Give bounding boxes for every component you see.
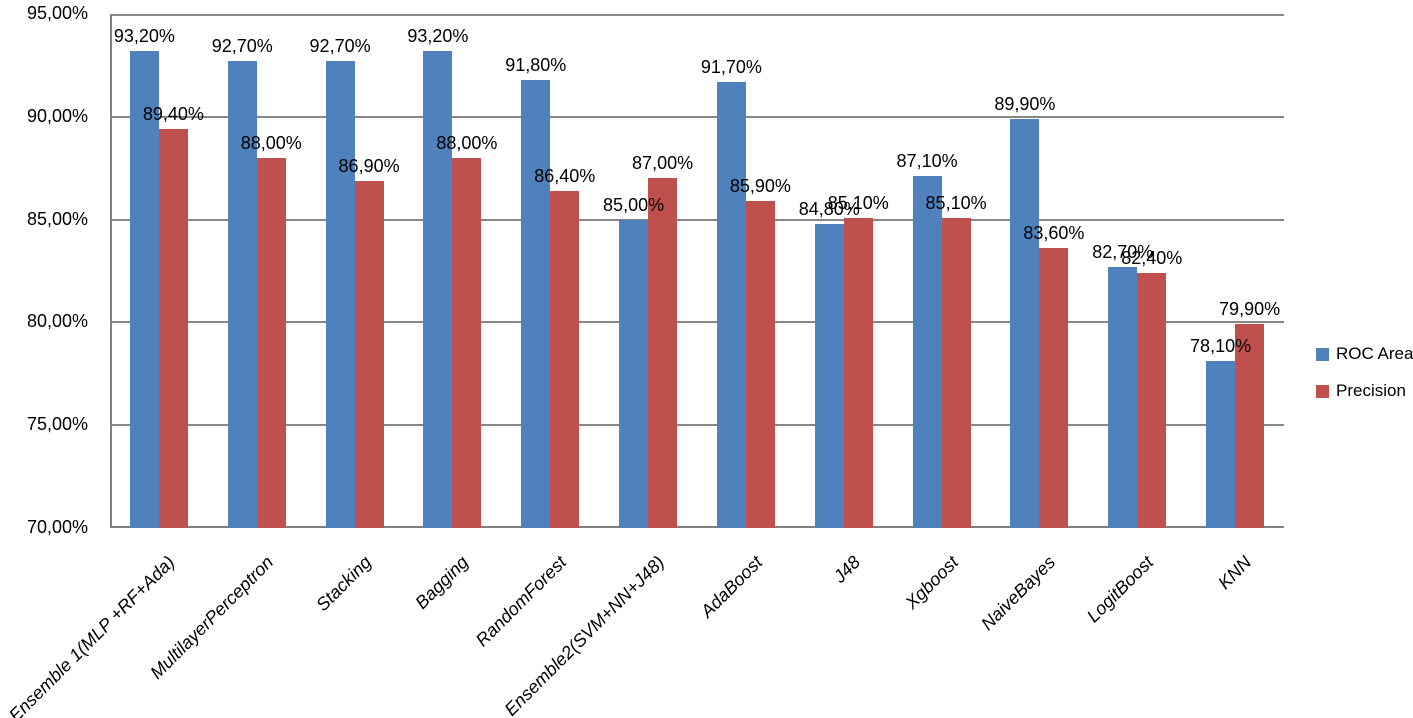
bar-roc-area-bagging — [423, 51, 453, 528]
legend-swatch-icon-precision — [1316, 384, 1329, 398]
value-label-precision-j48: 85,10% — [827, 192, 889, 213]
value-label-roc-area-ensemble2-svm-nn-j48: 85,00% — [603, 194, 665, 215]
gridline-80 — [110, 321, 1284, 324]
value-label-roc-area-ensemble-1-mlp-rf-ada: 93,20% — [113, 26, 175, 46]
bar-roc-area-randomforest — [521, 79, 551, 528]
value-label-precision-randomforest: 86,40% — [534, 165, 596, 186]
bar-precision-adaboost — [745, 201, 775, 528]
value-label-precision-multilayerperceptron: 88,00% — [240, 132, 302, 153]
value-label-roc-area-randomforest: 91,80% — [505, 54, 567, 75]
category-label-ensemble-1-mlp-rf-ada: Ensemble 1(MLP +RF+Ada) — [5, 552, 180, 718]
legend-item-precision: Precision — [1316, 381, 1413, 401]
category-label-adaboost: AdaBoost — [696, 552, 767, 622]
value-label-roc-area-j48: 84,80% — [798, 198, 860, 219]
legend-swatch-icon-roc-area — [1316, 347, 1329, 361]
category-label-logitboost: LogitBoost — [1083, 552, 1158, 627]
gridline-85 — [110, 218, 1284, 221]
y-tick-label: 85,00% — [26, 208, 88, 229]
bar-roc-area-ensemble2-svm-nn-j48 — [619, 219, 649, 528]
bar-precision-logitboost — [1137, 273, 1167, 528]
y-tick-label: 80,00% — [26, 311, 88, 332]
value-label-precision-naivebayes: 83,60% — [1023, 223, 1085, 244]
gridline-90 — [110, 115, 1284, 118]
bar-roc-area-multilayerperceptron — [227, 61, 257, 528]
bar-roc-area-stacking — [325, 61, 355, 528]
value-label-roc-area-logitboost: 82,70% — [1092, 241, 1154, 262]
bar-precision-stacking — [354, 180, 384, 528]
category-label-randomforest: RandomForest — [472, 552, 571, 651]
bar-roc-area-adaboost — [716, 81, 746, 528]
bar-roc-area-knn — [1206, 361, 1236, 528]
bar-precision-j48 — [843, 217, 873, 528]
value-label-roc-area-stacking: 92,70% — [309, 36, 371, 57]
category-label-ensemble2-svm-nn-j48: Ensemble2(SVM+NN+J48) — [500, 552, 669, 718]
category-label-stacking: Stacking — [311, 552, 375, 615]
bar-roc-area-xgboost — [912, 176, 942, 528]
y-tick-label: 95,00% — [26, 3, 88, 23]
value-label-precision-ensemble-1-mlp-rf-ada: 89,40% — [142, 104, 204, 125]
value-label-precision-stacking: 86,90% — [338, 155, 400, 176]
category-label-naivebayes: NaiveBayes — [977, 552, 1060, 635]
value-label-roc-area-multilayerperceptron: 92,70% — [211, 36, 273, 57]
bar-roc-area-logitboost — [1108, 266, 1138, 528]
value-label-precision-xgboost: 85,10% — [925, 192, 987, 213]
bar-precision-ensemble2-svm-nn-j48 — [648, 178, 678, 528]
value-label-precision-bagging: 88,00% — [436, 132, 498, 153]
bar-precision-multilayerperceptron — [256, 157, 286, 528]
value-label-precision-ensemble2-svm-nn-j48: 87,00% — [632, 153, 694, 174]
bar-precision-xgboost — [941, 217, 971, 528]
bar-precision-bagging — [452, 157, 482, 528]
y-tick-label: 90,00% — [26, 105, 88, 126]
value-label-precision-knn: 79,90% — [1219, 299, 1281, 320]
category-label-knn: KNN — [1214, 552, 1256, 594]
bar-precision-knn — [1235, 324, 1265, 528]
bar-precision-naivebayes — [1039, 248, 1069, 528]
category-label-bagging: Bagging — [411, 552, 473, 613]
value-label-roc-area-bagging: 93,20% — [407, 26, 469, 46]
bar-precision-randomforest — [550, 190, 580, 528]
bar-roc-area-ensemble-1-mlp-rf-ada — [129, 51, 159, 528]
value-label-roc-area-adaboost: 91,70% — [700, 56, 762, 77]
category-label-xgboost: Xgboost — [900, 552, 962, 613]
value-label-roc-area-knn: 78,10% — [1190, 336, 1252, 357]
bar-roc-area-j48 — [814, 223, 844, 528]
legend-item-roc-area: ROC Area — [1316, 344, 1413, 364]
bar-roc-area-naivebayes — [1010, 118, 1040, 528]
legend-label: ROC Area — [1336, 344, 1413, 363]
legend-label: Precision — [1336, 381, 1406, 400]
value-label-roc-area-xgboost: 87,10% — [896, 151, 958, 172]
plot-area — [110, 14, 1284, 528]
value-label-precision-logitboost: 82,40% — [1121, 248, 1183, 269]
gridline-75 — [110, 424, 1284, 427]
value-label-roc-area-naivebayes: 89,90% — [994, 93, 1056, 114]
value-label-precision-adaboost: 85,90% — [729, 176, 791, 197]
y-tick-label: 75,00% — [26, 414, 88, 435]
y-tick-label: 70,00% — [26, 517, 88, 537]
category-label-j48: J48 — [829, 552, 864, 587]
legend: ROC Area Precision — [1316, 344, 1413, 401]
bar-precision-ensemble-1-mlp-rf-ada — [158, 129, 188, 528]
